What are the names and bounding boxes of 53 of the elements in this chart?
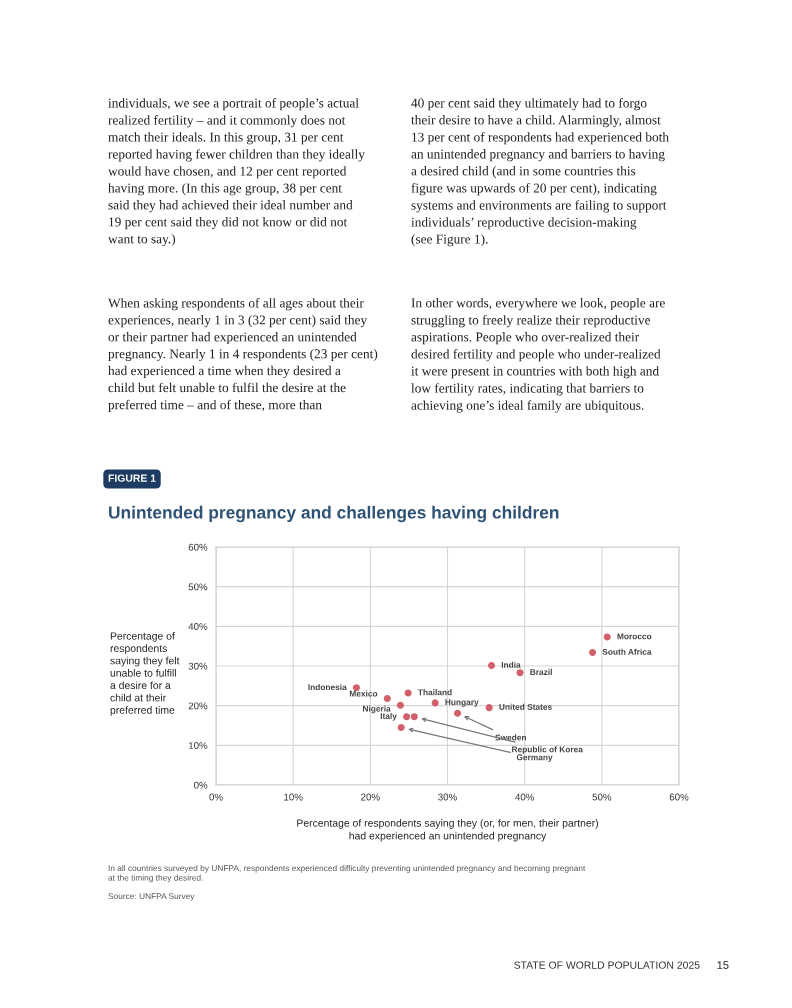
- y-tick-label: 20%: [188, 702, 208, 710]
- annotation: Italy: [380, 712, 397, 721]
- y-tick-label: 50%: [188, 583, 208, 591]
- x-tick-label: 30%: [438, 793, 457, 801]
- y-tick-label: 10%: [188, 742, 208, 749]
- x-tick-label: 0%: [209, 793, 223, 801]
- annotation: Indonesia: [308, 683, 347, 691]
- annotation: Nigeria: [363, 705, 391, 714]
- point: [487, 662, 496, 670]
- point: [404, 689, 412, 697]
- x-tick-label: 60%: [669, 793, 689, 801]
- text: 40 per cent said they ultimately had to forgo their desire to have a child. Alarmingly, almost 13 per cent of respondents had experienced both an unintended pregnancy and barriers to having a desired child (and in some countries this figure was upwards of 20 per cent), indicating systems and environments are failing to support individuals’ reproductive decision-making (see Figure 1).: [411, 98, 669, 247]
- text: 15: [717, 961, 729, 969]
- annotation: Thailand: [417, 689, 452, 696]
- y-tick-label: 0%: [193, 781, 208, 789]
- x-tick-label: 10%: [284, 793, 303, 801]
- annotation: Morocco: [617, 633, 652, 640]
- point: [397, 723, 405, 732]
- point: [603, 633, 611, 641]
- annotation: Germany: [516, 754, 553, 762]
- point: [516, 669, 524, 677]
- x-tick-label: 40%: [515, 793, 535, 801]
- annotation: Republic of Korea: [512, 746, 583, 754]
- annotation: South Africa: [602, 648, 652, 655]
- text: STATE OF WORLD POPULATION 2025: [514, 961, 700, 969]
- annotation: Brazil: [530, 668, 552, 675]
- y-tick-label: 40%: [188, 623, 208, 630]
- text: individuals, we see a portrait of people’s actual realized fertility – and it commonly does not match their ideals. In this group, 31 per cent reported having fewer children than they ideally would have chosen, and 12 per cent reported having more. (In this age group, 38 per cent said they had achieved their ideal number and 19 per cent said they did not know or did not want to say.): [108, 98, 365, 247]
- point: [431, 699, 439, 707]
- annotation: India: [501, 661, 521, 668]
- point: [485, 704, 493, 712]
- annotation: Hungary: [445, 699, 479, 707]
- chart-title: Unintended pregnancy and challenges having children: [109, 505, 559, 523]
- annotation: Mexico: [349, 690, 378, 697]
- text: In all countries surveyed by UNFPA, respondents experienced difficulty preventing unintended pregnancy and becoming pregnant at the timing they desired.: [108, 865, 586, 883]
- x-tick-label: 20%: [361, 793, 380, 801]
- annotation: Sweden: [495, 734, 527, 741]
- point: [453, 709, 462, 717]
- annotation: United States: [499, 703, 552, 710]
- y-tick-label: 30%: [188, 662, 208, 670]
- point: [410, 713, 418, 721]
- point: [396, 701, 404, 709]
- point: [383, 694, 391, 703]
- point: [403, 713, 411, 721]
- y-tick-label: 60%: [188, 543, 208, 551]
- source-note: Source: UNFPA Survey: [108, 893, 195, 901]
- x-axis-title: Percentage of respondents saying they (or, for men, their partner) had experienced an unintended pregnancy: [297, 819, 598, 842]
- y-axis-title: Percentage of respondents saying they felt unable to fulfill a desire for a child at their preferred time: [110, 632, 180, 716]
- point: [589, 648, 597, 657]
- text: When asking respondents of all ages about their experiences, nearly 1 in 3 (32 per cent) said they or their partner had experienced an unintended pregnancy. Nearly 1 in 4 respondents (23 per cent) had experienced a time when they desired a child but felt unable to fulfil the desire at the preferred time – and of these, more than: [108, 298, 378, 412]
- caption: FIGURE 1: [108, 474, 156, 482]
- x-tick-label: 50%: [592, 793, 612, 801]
- text: In other words, everywhere we look, people are struggling to freely realize their reproductive aspirations. People who over-realized their desired fertility and people who under-realized it were present in countries with both high and low fertility rates, indicating that barriers to achieving one’s ideal family are ubiquitous.: [411, 298, 665, 413]
